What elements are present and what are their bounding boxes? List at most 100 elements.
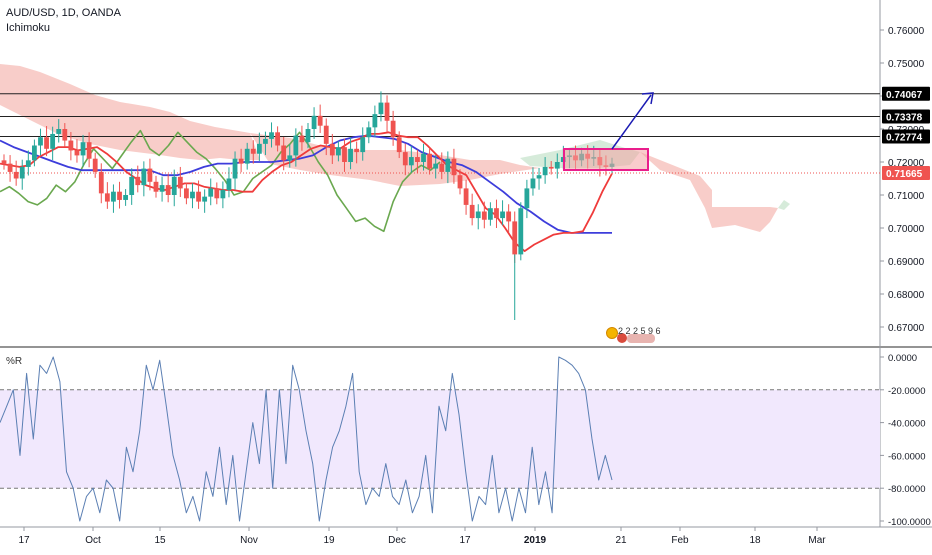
candle[interactable] (177, 166, 183, 197)
candle[interactable] (323, 118, 329, 156)
candle[interactable] (524, 179, 530, 219)
candle[interactable] (287, 144, 293, 168)
candle[interactable] (196, 180, 201, 209)
candle[interactable] (433, 155, 439, 179)
candle[interactable] (439, 152, 445, 180)
candle[interactable] (38, 128, 43, 156)
candle[interactable] (141, 161, 147, 197)
candle[interactable] (86, 132, 92, 168)
candle[interactable] (530, 167, 536, 196)
candle[interactable] (74, 139, 80, 163)
candle-body (372, 114, 378, 128)
candle[interactable] (518, 202, 524, 261)
candle[interactable] (299, 125, 305, 151)
candle[interactable] (220, 181, 226, 209)
candle[interactable] (500, 200, 505, 226)
candle[interactable] (263, 131, 268, 156)
candle-body (281, 145, 287, 161)
candle[interactable] (372, 105, 378, 138)
candle[interactable] (396, 131, 402, 159)
candle[interactable] (32, 139, 37, 167)
candle[interactable] (311, 107, 317, 139)
candle[interactable] (366, 121, 372, 144)
candle[interactable] (494, 199, 499, 228)
candle[interactable] (129, 168, 135, 205)
candle[interactable] (378, 91, 384, 122)
candle[interactable] (44, 126, 49, 157)
candle[interactable] (104, 182, 110, 209)
candle[interactable] (305, 123, 311, 149)
candle[interactable] (475, 204, 481, 230)
candle[interactable] (62, 123, 68, 147)
candle[interactable] (92, 152, 98, 178)
candle[interactable] (190, 183, 195, 209)
candle[interactable] (342, 138, 347, 172)
candle[interactable] (171, 169, 177, 207)
candle[interactable] (293, 128, 299, 167)
candle[interactable] (232, 151, 238, 190)
candle[interactable] (548, 161, 554, 175)
candle[interactable] (1, 154, 7, 170)
candle[interactable] (317, 104, 323, 133)
candle[interactable] (390, 110, 396, 146)
candle[interactable] (408, 145, 414, 173)
candle-body (190, 191, 195, 199)
candle[interactable] (159, 176, 165, 202)
candle[interactable] (402, 143, 408, 176)
candle[interactable] (135, 165, 141, 193)
candle[interactable] (98, 163, 104, 204)
candle[interactable] (111, 184, 116, 213)
candle[interactable] (214, 182, 220, 205)
consolidation-box[interactable] (563, 148, 649, 171)
candle[interactable] (348, 137, 353, 170)
candle[interactable] (269, 122, 274, 148)
candle[interactable] (238, 148, 244, 173)
candle[interactable] (117, 181, 122, 209)
candle[interactable] (451, 148, 457, 184)
candle[interactable] (415, 149, 420, 174)
candle[interactable] (244, 142, 250, 170)
candle[interactable] (384, 95, 390, 132)
candle[interactable] (19, 159, 25, 190)
candle[interactable] (13, 160, 19, 186)
candle[interactable] (165, 173, 171, 203)
economic-events-badge[interactable]: 2 2 2 5 9 6 (606, 326, 661, 343)
candle[interactable] (147, 158, 153, 191)
candle[interactable] (360, 127, 366, 161)
candle[interactable] (7, 155, 13, 182)
candle[interactable] (469, 193, 475, 226)
candle[interactable] (275, 126, 280, 152)
candle[interactable] (506, 204, 512, 233)
candle[interactable] (329, 133, 335, 164)
candle[interactable] (184, 182, 189, 205)
candle[interactable] (457, 169, 463, 195)
candle[interactable] (481, 201, 487, 229)
candle[interactable] (421, 143, 426, 171)
candle[interactable] (281, 136, 287, 171)
candle[interactable] (256, 132, 262, 162)
candle[interactable] (336, 141, 341, 162)
candle-body (293, 135, 299, 156)
candle[interactable] (56, 119, 62, 143)
candle[interactable] (68, 131, 74, 161)
candle[interactable] (50, 126, 56, 161)
candle[interactable] (427, 147, 432, 175)
projection-arrow-line[interactable] (611, 94, 652, 150)
candle[interactable] (25, 150, 31, 176)
candle[interactable] (554, 153, 560, 179)
candle[interactable] (354, 141, 360, 164)
candle[interactable] (226, 167, 232, 198)
candle[interactable] (80, 134, 86, 167)
candle[interactable] (542, 157, 548, 184)
candle[interactable] (208, 178, 214, 206)
candle[interactable] (153, 175, 159, 198)
candle[interactable] (463, 179, 469, 215)
candle[interactable] (123, 189, 128, 206)
candle[interactable] (536, 167, 542, 190)
candle[interactable] (250, 140, 256, 164)
candle[interactable] (202, 189, 208, 213)
candle[interactable] (488, 202, 493, 226)
candle[interactable] (445, 151, 451, 184)
